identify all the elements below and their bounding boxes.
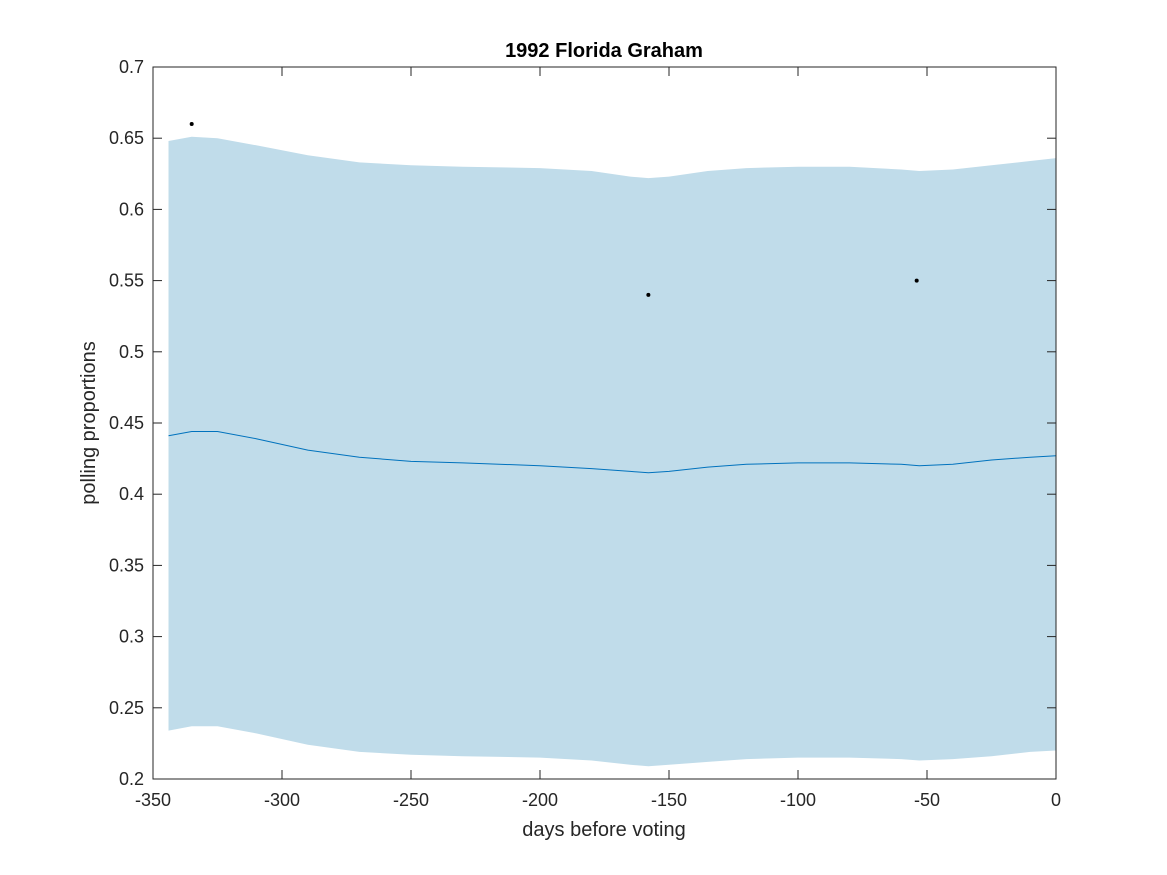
y-tick-label: 0.4 (119, 484, 144, 504)
x-axis-ticks: -350 -300 -250 -200 -150 -100 -50 0 (135, 67, 1061, 810)
y-tick-label: 0.6 (119, 199, 144, 219)
y-axis-ticks: 0.2 0.25 0.3 0.35 0.4 0.45 0.5 0.55 0.6 0.65 0.7 (109, 57, 1056, 789)
y-tick-label: 0.3 (119, 627, 144, 647)
y-tick-label: 0.55 (109, 271, 144, 291)
mean-line (168, 431, 1057, 474)
x-tick-label: -350 (135, 790, 171, 810)
confidence-band (168, 136, 1056, 767)
poll-points (189, 121, 919, 297)
y-tick-label: 0.2 (119, 769, 144, 789)
y-tick-label: 0.5 (119, 342, 144, 362)
poll-point (914, 278, 919, 283)
x-axis-label: days before voting (522, 819, 685, 841)
plot-area (168, 121, 1057, 767)
chart-title: 1992 Florida Graham (505, 40, 703, 62)
y-tick-label: 0.7 (119, 57, 144, 77)
y-tick-label: 0.65 (109, 128, 144, 148)
y-tick-label: 0.25 (109, 698, 144, 718)
x-tick-label: -150 (651, 790, 687, 810)
poll-point (646, 292, 651, 297)
x-tick-label: -100 (780, 790, 816, 810)
x-tick-label: -50 (914, 790, 940, 810)
y-tick-label: 0.35 (109, 555, 144, 575)
y-tick-label: 0.45 (109, 413, 144, 433)
x-tick-label: -300 (264, 790, 300, 810)
x-tick-label: -200 (522, 790, 558, 810)
x-tick-label: -250 (393, 790, 429, 810)
poll-point (189, 121, 194, 126)
x-tick-label: 0 (1051, 790, 1061, 810)
y-axis-label: polling proportions (78, 341, 100, 504)
